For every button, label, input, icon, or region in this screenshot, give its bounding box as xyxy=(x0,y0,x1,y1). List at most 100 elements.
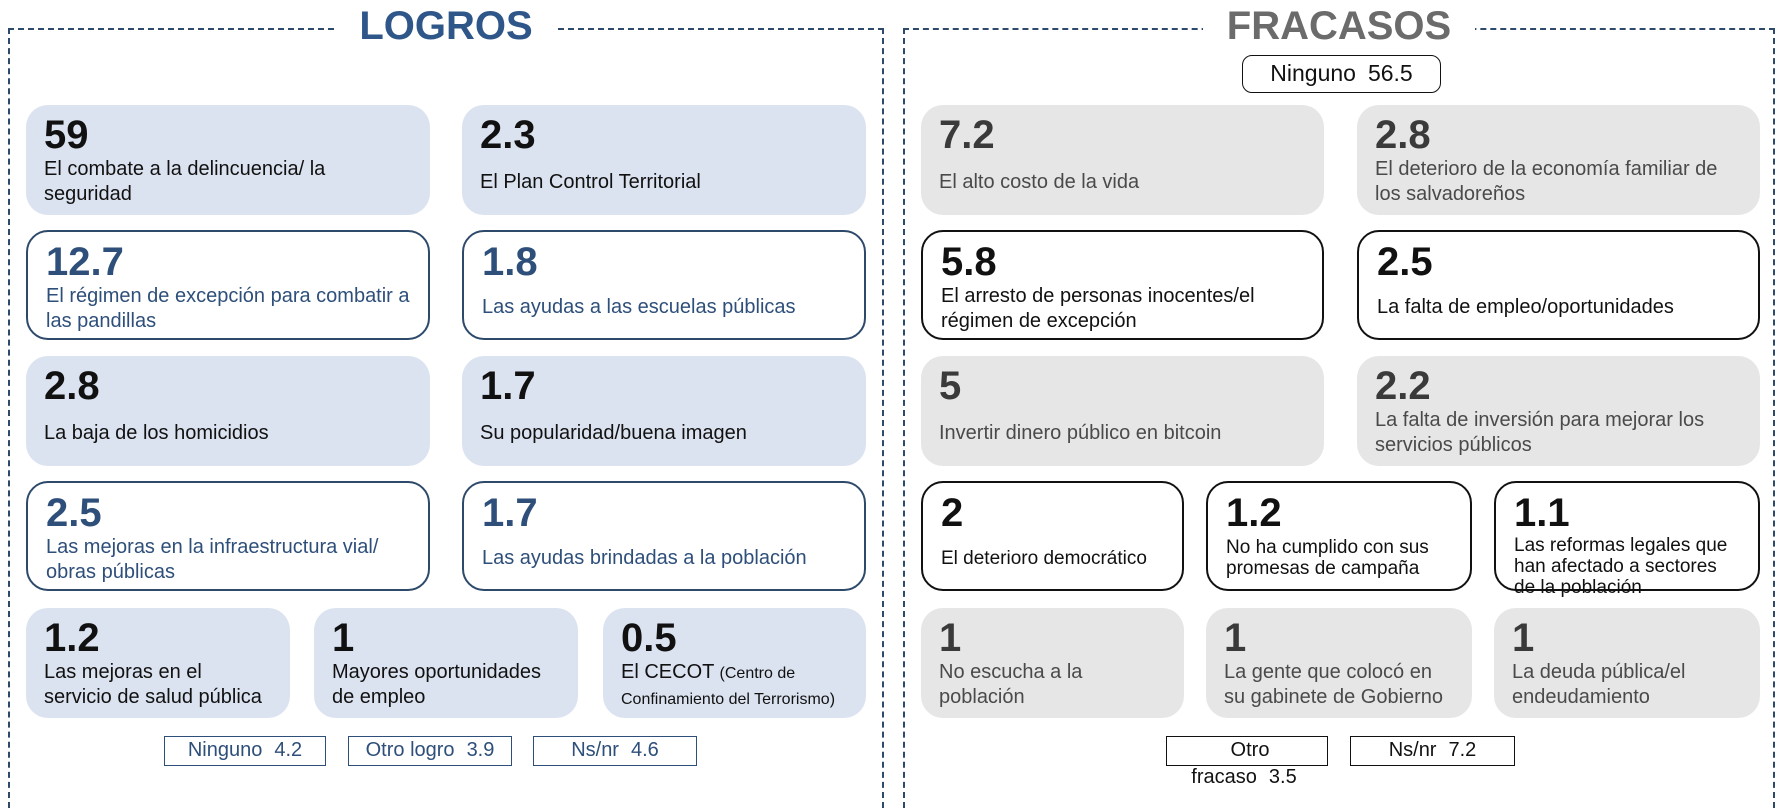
label: Su popularidad/buena imagen xyxy=(480,421,747,444)
card-value: 1.7 xyxy=(482,491,538,535)
card: 2.8 El deterioro de la economía familiar … xyxy=(1357,105,1760,215)
footer-value: 4.2 xyxy=(274,739,303,761)
label: El Plan Control Territorial xyxy=(480,170,701,193)
card-label: Las ayudas brindadas a la población xyxy=(482,535,846,581)
card: 2 El deterioro democrático xyxy=(921,481,1184,591)
label: El CECOT xyxy=(621,661,714,683)
card-label-text: El arresto de personas inocentes/el régi… xyxy=(941,284,1304,334)
card-label: Las ayudas a las escuelas públicas xyxy=(482,284,846,330)
footer-box: Ns/nr 4.6 xyxy=(533,736,697,766)
card-value: 1 xyxy=(939,616,962,660)
card-value: 2.8 xyxy=(1375,113,1431,157)
card-value: 5.8 xyxy=(941,240,997,284)
card-label: Su popularidad/buena imagen xyxy=(480,408,848,458)
label: El deterioro democrático xyxy=(941,547,1147,569)
card-value: 0.5 xyxy=(621,616,677,660)
card-label: El Plan Control Territorial xyxy=(480,157,848,207)
card-label: Las mejoras en la infraestructura vial/ … xyxy=(46,535,410,585)
card: 2.5 La falta de empleo/oportunidades xyxy=(1357,230,1760,340)
label: La falta de empleo/oportunidades xyxy=(1377,295,1674,318)
label: Las reformas legales que han afectado a … xyxy=(1514,535,1728,598)
top-value: 56.5 xyxy=(1367,60,1413,86)
card-label-text: La baja de los homicidios xyxy=(44,421,269,446)
card-label-text: El Plan Control Territorial xyxy=(480,170,701,195)
label: Mayores oportunidades de empleo xyxy=(332,661,542,708)
card: 1.1 Las reformas legales que han afectado… xyxy=(1494,481,1760,598)
label: El arresto de personas inocentes/el régi… xyxy=(941,285,1255,332)
card: 1.8 Las ayudas a las escuelas públicas xyxy=(462,230,866,340)
footer-label: Ns/nr xyxy=(571,739,619,761)
footer-label: Otro logro xyxy=(365,739,455,761)
card-label-text: El régimen de excepción para combatir a … xyxy=(46,284,410,334)
footer-value: 7.2 xyxy=(1448,739,1477,761)
card-label: La falta de inversión para mejorar los s… xyxy=(1375,408,1742,458)
card-label: El deterioro democrático xyxy=(941,535,1164,581)
footer-value: 3.5 xyxy=(1268,766,1297,788)
card-label-text: Las ayudas a las escuelas públicas xyxy=(482,295,796,320)
panel-title: FRACASOS xyxy=(905,4,1773,49)
card-value: 1.1 xyxy=(1514,491,1570,535)
card-label-text: El CECOT (Centro de Confinamiento del Te… xyxy=(621,660,848,712)
card-value: 1.2 xyxy=(1226,491,1282,535)
card-label: No escucha a la población xyxy=(939,660,1166,710)
footer-box: Ninguno 4.2 xyxy=(164,736,326,766)
label: El deterioro de la economía familiar de … xyxy=(1375,158,1718,205)
card-label: El arresto de personas inocentes/el régi… xyxy=(941,284,1304,334)
footer-label: Otro fracaso xyxy=(1191,739,1270,788)
card-label-text: Su popularidad/buena imagen xyxy=(480,421,747,446)
label: El combate a la delincuencia/ la segurid… xyxy=(44,158,326,205)
card-value: 2 xyxy=(941,491,964,535)
card-value: 2.5 xyxy=(1377,240,1433,284)
card-value: 59 xyxy=(44,113,89,157)
card-value: 2.5 xyxy=(46,491,102,535)
card: 7.2 El alto costo de la vida xyxy=(921,105,1324,215)
fracasos-panel: FRACASOS xyxy=(903,4,1775,808)
card-label-text: El combate a la delincuencia/ la segurid… xyxy=(44,157,412,207)
card: 1.7 Las ayudas brindadas a la población xyxy=(462,481,866,591)
card-label-text: Las reformas legales que han afectado a … xyxy=(1514,535,1740,598)
label: La falta de inversión para mejorar los s… xyxy=(1375,409,1705,456)
label: Las mejoras en la infraestructura vial/ … xyxy=(46,536,379,583)
card-label-text: Las mejoras en la infraestructura vial/ … xyxy=(46,535,410,585)
card-label: Mayores oportunidades de empleo xyxy=(332,660,560,710)
card: 2.5 Las mejoras en la infraestructura via… xyxy=(26,481,430,591)
title: FRACASOS xyxy=(1202,4,1476,48)
card-label-text: Las ayudas brindadas a la población xyxy=(482,546,807,571)
card-value: 1 xyxy=(1512,616,1535,660)
card-label-text: Mayores oportunidades de empleo xyxy=(332,660,560,710)
card-value: 1 xyxy=(332,616,355,660)
card-value: 2.2 xyxy=(1375,364,1431,408)
label: La baja de los homicidios xyxy=(44,421,269,444)
card-label: La gente que colocó en su gabinete de Go… xyxy=(1224,660,1454,710)
card-label-text: Las mejoras en el servicio de salud públ… xyxy=(44,660,272,710)
card: 1 Mayores oportunidades de empleo xyxy=(314,608,578,718)
card-label-text: La falta de empleo/oportunidades xyxy=(1377,295,1674,320)
footer-label: Ns/nr xyxy=(1388,739,1437,761)
label: La gente que colocó en su gabinete de Go… xyxy=(1224,661,1444,708)
card: 1.2 Las mejoras en el servicio de salud p… xyxy=(26,608,290,718)
card: 5.8 El arresto de personas inocentes/el r… xyxy=(921,230,1324,340)
card-label-text: La falta de inversión para mejorar los s… xyxy=(1375,408,1742,458)
card-value: 2.8 xyxy=(44,364,100,408)
card: 1.7 Su popularidad/buena imagen xyxy=(462,356,866,466)
card-value: 2.3 xyxy=(480,113,536,157)
card-label-text: Invertir dinero público en bitcoin xyxy=(939,421,1221,446)
card-label-text: El alto costo de la vida xyxy=(939,170,1139,195)
top-box: Ninguno 56.5 xyxy=(1242,55,1441,93)
card-label-text: No escucha a la población xyxy=(939,660,1166,710)
card: 5 Invertir dinero público en bitcoin xyxy=(921,356,1324,466)
label: El alto costo de la vida xyxy=(939,170,1140,193)
card-label-text: El deterioro de la economía familiar de … xyxy=(1375,157,1742,207)
label: El régimen de excepción para combatir a … xyxy=(46,285,410,332)
card: 1 La deuda pública/el endeudamiento xyxy=(1494,608,1760,718)
top-label: Ninguno xyxy=(1270,60,1356,86)
card-value: 5 xyxy=(939,364,962,408)
card-label: El CECOT (Centro de Confinamiento del Te… xyxy=(621,660,848,712)
footer-label: Ninguno xyxy=(187,739,263,761)
page: LOGROS FRACASOS (() => { const data = JS… xyxy=(8,4,1775,808)
card: 1 La gente que colocó en su gabinete de G… xyxy=(1206,608,1472,718)
logros-panel: LOGROS xyxy=(8,4,884,808)
card-label: La falta de empleo/oportunidades xyxy=(1377,284,1740,330)
card: 59 El combate a la delincuencia/ la segur… xyxy=(26,105,430,215)
card-value: 1.7 xyxy=(480,364,536,408)
